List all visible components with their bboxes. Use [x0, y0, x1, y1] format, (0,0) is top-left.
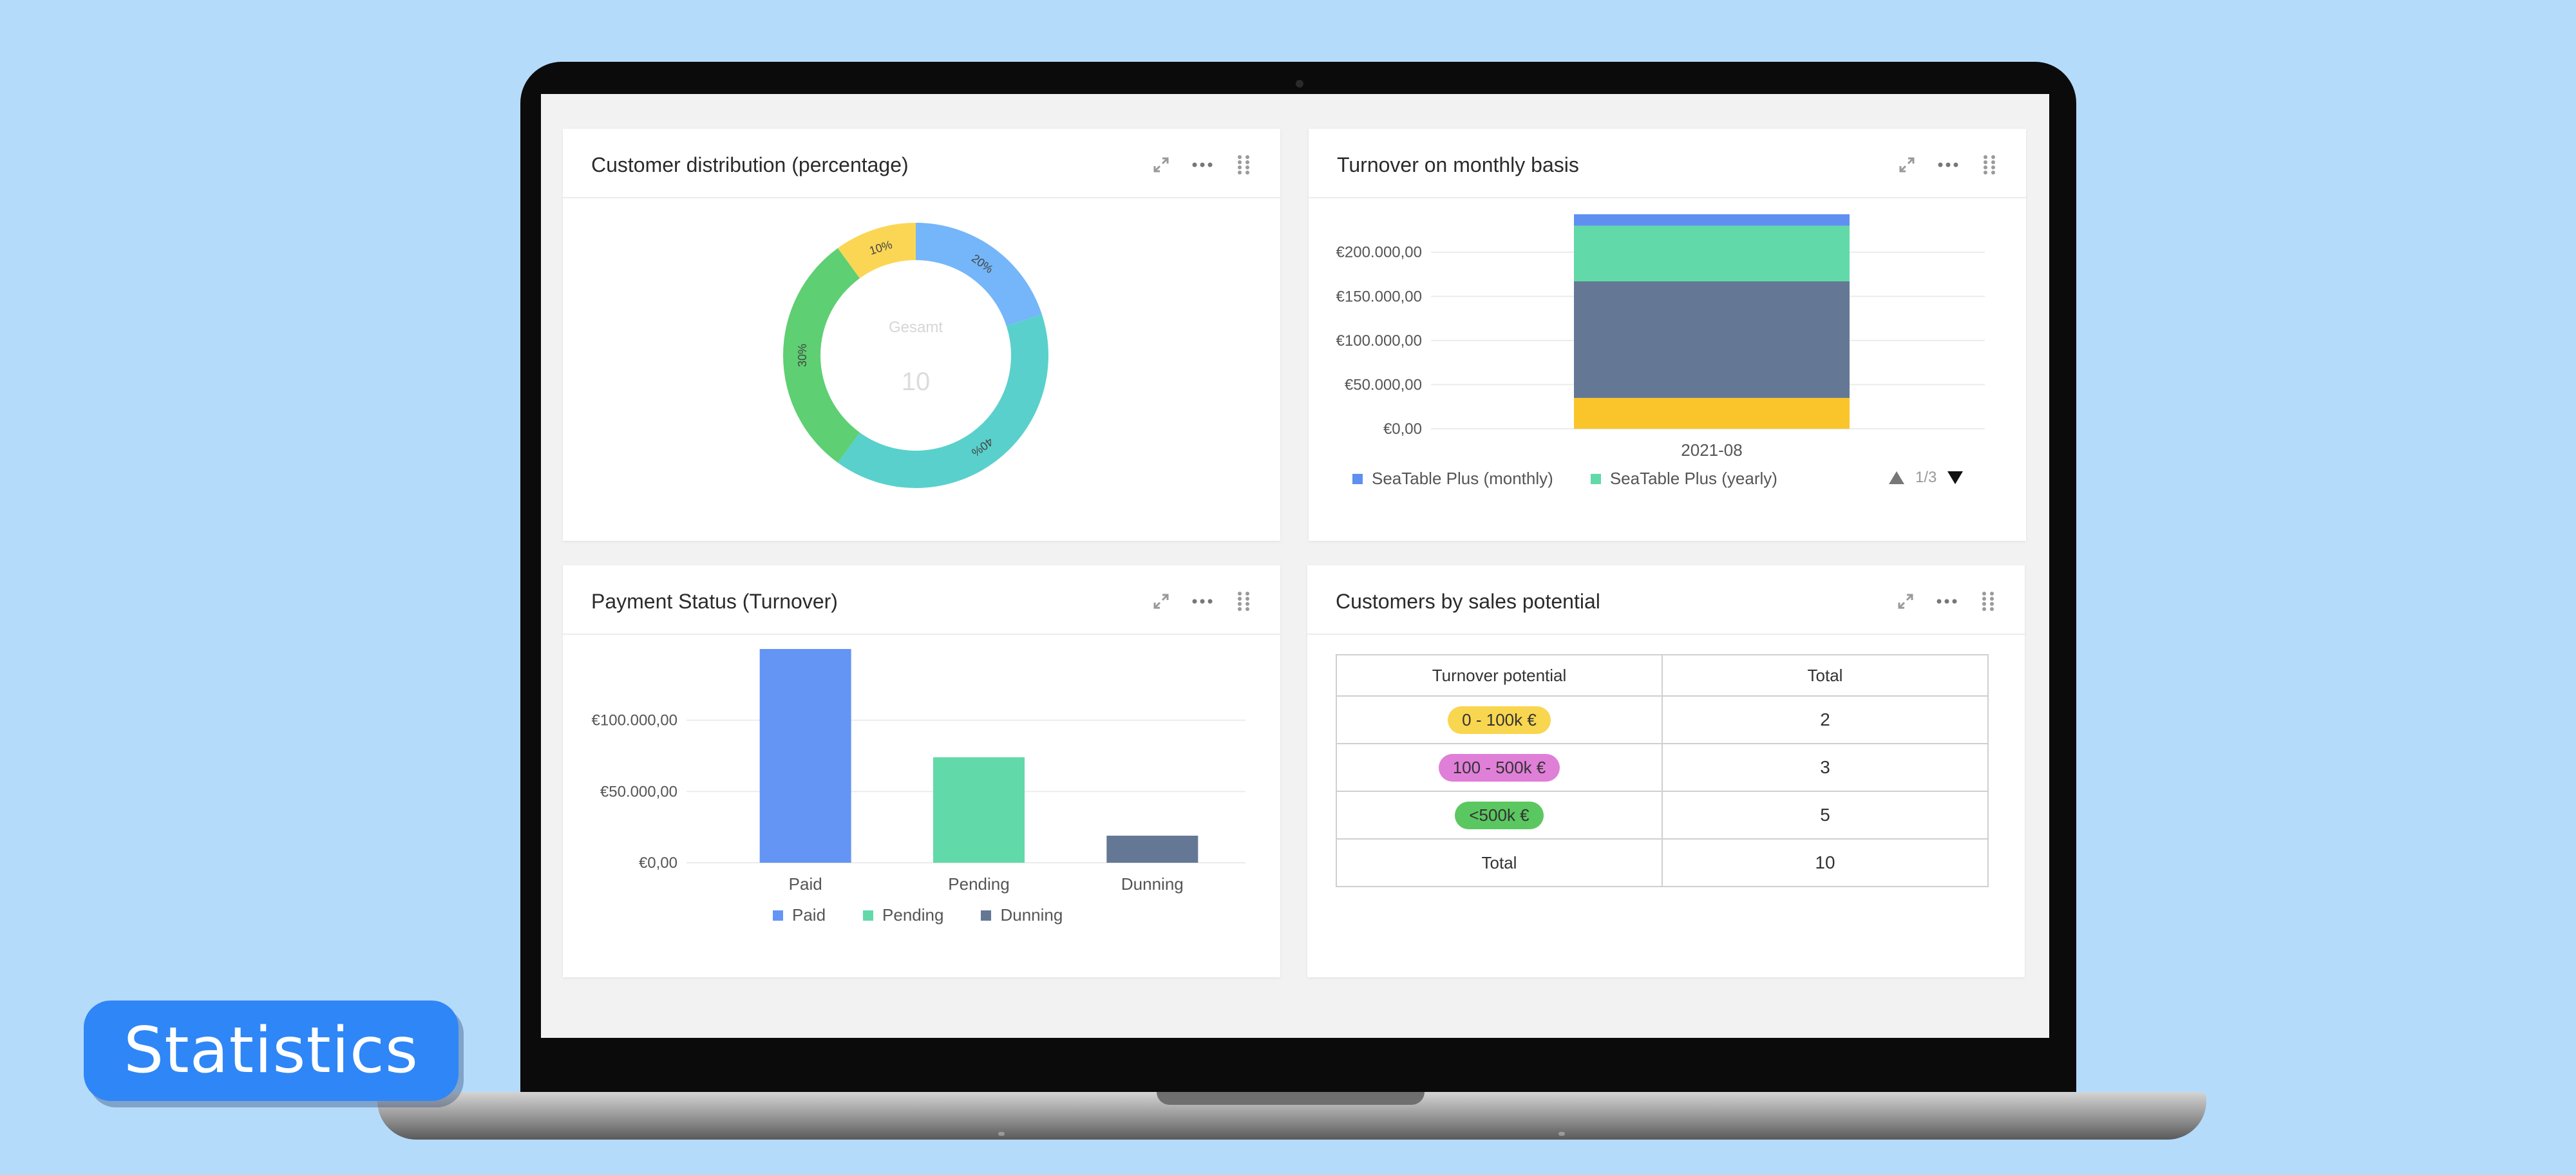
stacked-bar-segment[interactable] [1574, 214, 1850, 226]
donut-slice[interactable] [916, 223, 1042, 326]
legend-item[interactable]: Pending [882, 905, 944, 925]
statistics-badge: Statistics [84, 1001, 459, 1101]
more-options-icon[interactable] [1937, 154, 1959, 176]
legend-swatch [863, 910, 874, 921]
stacked-bar-segment[interactable] [1574, 225, 1850, 281]
y-tick-label: €200.000,00 [1336, 244, 1422, 261]
payment-legend: Paid Pending Dunning [773, 905, 1063, 925]
sales-potential-table: Turnover potential Total 0 - 100k € 2 10… [1336, 654, 1989, 887]
panel-header: Payment Status (Turnover) [563, 565, 1280, 635]
drag-handle-icon[interactable] [1233, 590, 1255, 612]
legend-item[interactable]: SeaTable Plus (yearly) [1609, 469, 1777, 488]
turnover-monthly-panel: Turnover on monthly basis €0,00 €50.000,0… [1309, 129, 2026, 541]
more-options-icon[interactable] [1936, 590, 1958, 612]
customer-distribution-panel: Customer distribution (percentage) 20% 40… [563, 129, 1280, 541]
legend-item[interactable]: SeaTable Plus (monthly) [1372, 469, 1553, 488]
more-options-icon[interactable] [1191, 154, 1213, 176]
table-row[interactable]: <500k € 5 [1336, 791, 1989, 840]
expand-icon[interactable] [1895, 590, 1917, 612]
expand-icon[interactable] [1150, 590, 1172, 612]
legend-pager: 1/3 [1888, 469, 1964, 487]
slice-label: 30% [796, 344, 809, 367]
y-tick-label: €0,00 [639, 854, 677, 872]
sales-potential-panel: Customers by sales potential Turnover po… [1307, 565, 2025, 977]
potential-tag: <500k € [1455, 801, 1544, 829]
stacked-bar-chart: €0,00 €50.000,00 €100.000,00 €150.000,00 €20… [1336, 214, 1985, 460]
legend-item[interactable]: Dunning [1000, 905, 1063, 925]
bar[interactable] [759, 649, 851, 863]
table-row[interactable]: 100 - 500k € 3 [1336, 743, 1989, 792]
total-value: 10 [1662, 838, 1989, 887]
laptop-notch [1157, 1092, 1425, 1105]
panel-title: Customers by sales potential [1336, 590, 1600, 613]
more-options-icon[interactable] [1191, 590, 1213, 612]
pager-up-icon[interactable] [1888, 471, 1905, 485]
pager-down-icon[interactable] [1947, 471, 1964, 485]
bar[interactable] [1106, 835, 1198, 863]
table-cell: 3 [1662, 743, 1989, 792]
legend-swatch [773, 910, 783, 921]
laptop-foot [998, 1132, 1005, 1136]
x-tick-label: Pending [948, 874, 1009, 894]
potential-tag: 100 - 500k € [1438, 753, 1560, 782]
pager-text: 1/3 [1915, 469, 1937, 486]
bar[interactable] [933, 757, 1025, 863]
x-tick-label: Dunning [1121, 874, 1184, 894]
x-tick-label: 2021-08 [1681, 440, 1742, 460]
table-cell: 5 [1662, 791, 1989, 840]
legend-swatch [1590, 473, 1601, 484]
panel-title: Payment Status (Turnover) [591, 590, 838, 613]
table-header-row: Turnover potential Total [1336, 654, 1989, 697]
expand-icon[interactable] [1150, 154, 1172, 176]
x-tick-label: Paid [789, 874, 822, 894]
laptop-foot [1558, 1132, 1565, 1136]
donut-slice[interactable] [837, 314, 1048, 489]
panel-header: Turnover on monthly basis [1309, 129, 2026, 198]
panel-header: Customers by sales potential [1307, 565, 2025, 635]
camera-icon [1296, 80, 1303, 88]
panel-header: Customer distribution (percentage) [563, 129, 1280, 198]
donut-center-label: Gesamt [889, 319, 943, 336]
turnover-legend: SeaTable Plus (monthly) SeaTable Plus (y… [1352, 469, 1777, 489]
y-tick-label: €50.000,00 [600, 783, 677, 800]
total-label: Total [1336, 838, 1663, 887]
drag-handle-icon[interactable] [1233, 154, 1255, 176]
column-header[interactable]: Turnover potential [1336, 654, 1663, 697]
table-row[interactable]: 0 - 100k € 2 [1336, 695, 1989, 744]
drag-handle-icon[interactable] [1978, 154, 2000, 176]
panel-title: Turnover on monthly basis [1337, 153, 1579, 176]
y-tick-label: €0,00 [1383, 420, 1422, 438]
legend-item[interactable]: Paid [792, 905, 826, 925]
potential-tag: 0 - 100k € [1448, 706, 1551, 734]
payment-bar-chart: €0,00 €50.000,00 €100.000,00 Paid Pending Du… [592, 649, 1245, 894]
stacked-bar-segment[interactable] [1574, 281, 1850, 398]
table-total-row: Total 10 [1336, 838, 1989, 887]
legend-swatch [981, 910, 992, 921]
donut-chart: 20%40%30%10% Gesamt 10 [783, 223, 1048, 489]
donut-slice[interactable] [837, 223, 916, 279]
donut-slice[interactable] [783, 248, 860, 463]
panel-title: Customer distribution (percentage) [591, 153, 909, 176]
y-tick-label: €150.000,00 [1336, 288, 1422, 305]
y-tick-label: €100.000,00 [592, 712, 677, 729]
y-tick-label: €100.000,00 [1336, 332, 1422, 350]
legend-swatch [1352, 473, 1363, 484]
y-tick-label: €50.000,00 [1345, 376, 1422, 393]
column-header[interactable]: Total [1662, 654, 1989, 697]
expand-icon[interactable] [1896, 154, 1918, 176]
donut-center-value: 10 [902, 368, 931, 396]
drag-handle-icon[interactable] [1977, 590, 1999, 612]
stacked-bar-segment[interactable] [1574, 398, 1850, 429]
table-cell: 2 [1662, 695, 1989, 744]
payment-status-panel: Payment Status (Turnover) €0,00 €50.000,0… [563, 565, 1280, 977]
